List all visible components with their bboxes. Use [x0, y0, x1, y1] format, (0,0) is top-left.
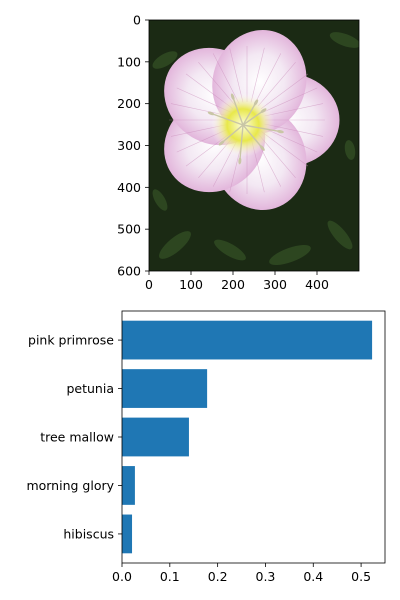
category-label: petunia — [66, 381, 114, 396]
petal-vein — [263, 87, 318, 113]
bar-x-tick-label: 0.4 — [303, 569, 323, 584]
anther — [218, 140, 225, 146]
stamen — [242, 124, 281, 133]
stamen — [242, 110, 264, 126]
anther — [207, 111, 215, 116]
stamen — [242, 124, 263, 149]
image-y-axis: 0 100 200 300 400 500 600 — [117, 13, 149, 279]
image-x-tick-label: 300 — [263, 277, 287, 292]
image-panel: 0 100 200 300 400 0 100 200 300 400 500 600 — [117, 13, 360, 292]
petal-vein — [250, 47, 265, 103]
petal-vein — [264, 103, 324, 117]
bar — [122, 369, 208, 408]
image-y-tick-label: 200 — [117, 96, 141, 111]
bar-x-tick-label: 0.5 — [351, 569, 371, 584]
stamens — [207, 93, 284, 165]
petal-vein — [254, 53, 282, 104]
bar-x-tick-label: 0.2 — [208, 569, 228, 584]
image-y-tick-label: 400 — [117, 180, 141, 195]
image-y-tick-label: 100 — [117, 54, 141, 69]
bar-x-tick-label: 0.1 — [160, 569, 180, 584]
bars — [122, 320, 373, 554]
stamen — [239, 124, 244, 161]
petal-vein — [260, 73, 309, 110]
flower-photo — [149, 20, 359, 271]
image-x-tick-label: 100 — [179, 277, 203, 292]
stamen — [210, 112, 244, 126]
leaves — [152, 32, 359, 265]
image-x-tick-label: 0 — [145, 277, 153, 292]
petal-vein — [257, 61, 296, 107]
category-label: morning glory — [26, 478, 114, 493]
image-y-tick-label: 300 — [117, 138, 141, 153]
bar — [122, 320, 373, 360]
anther — [260, 108, 267, 114]
bar-y-axis: pink primrose petunia tree mallow morning g… — [26, 333, 122, 541]
image-x-tick-label: 200 — [221, 277, 245, 292]
anther — [238, 157, 242, 165]
anther — [230, 93, 235, 101]
stamen — [221, 124, 244, 144]
category-label: hibiscus — [63, 526, 114, 541]
anther — [253, 99, 259, 106]
bar — [122, 514, 133, 554]
category-label: tree mallow — [40, 430, 114, 445]
image-x-axis: 0 100 200 300 400 — [145, 271, 329, 292]
bar — [122, 466, 135, 505]
bar-x-tick-label: 0.0 — [112, 569, 132, 584]
anther — [276, 130, 284, 134]
image-y-tick-label: 0 — [133, 13, 141, 28]
image-x-tick-label: 400 — [305, 277, 329, 292]
bar — [122, 417, 189, 457]
bar-x-axis: 0.0 0.1 0.2 0.3 0.4 0.5 — [112, 563, 371, 584]
image-y-tick-label: 600 — [117, 264, 141, 279]
stamen — [232, 96, 244, 126]
image-y-tick-label: 500 — [117, 222, 141, 237]
anther — [259, 145, 265, 151]
bar-chart: pink primrose petunia tree mallow morning g… — [26, 310, 386, 584]
stamen — [242, 102, 257, 126]
category-label: pink primrose — [28, 333, 114, 348]
bar-x-tick-label: 0.3 — [256, 569, 276, 584]
